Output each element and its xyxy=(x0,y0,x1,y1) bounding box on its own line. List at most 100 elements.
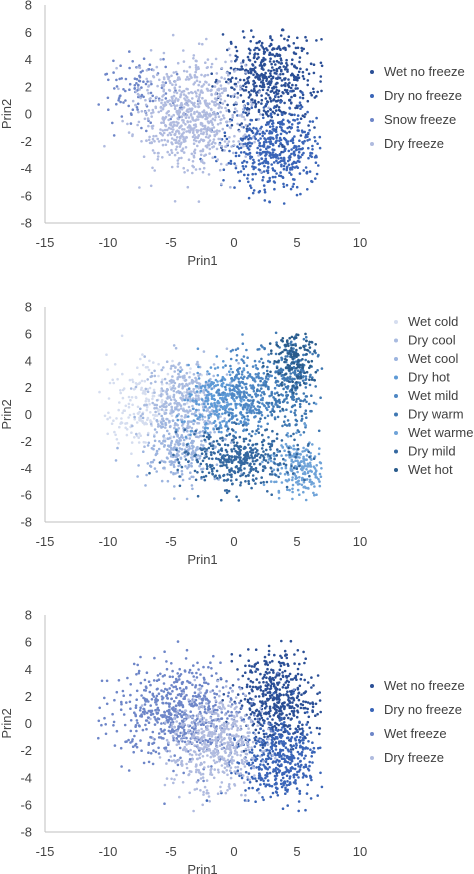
data-point xyxy=(247,134,251,137)
data-point xyxy=(243,159,246,163)
y-tick-label: 4 xyxy=(25,353,32,368)
data-point xyxy=(197,365,200,369)
data-point xyxy=(269,456,273,460)
data-point xyxy=(146,117,150,120)
data-point xyxy=(172,472,175,476)
data-point xyxy=(114,433,117,437)
data-point xyxy=(205,111,208,114)
x-tick-label: 10 xyxy=(353,534,367,549)
data-point xyxy=(290,101,293,104)
data-point xyxy=(245,402,248,406)
data-point xyxy=(283,707,286,711)
data-point xyxy=(227,383,231,387)
data-point xyxy=(307,715,311,719)
data-point xyxy=(187,460,190,464)
data-point xyxy=(282,202,286,205)
data-point xyxy=(165,381,169,385)
data-point xyxy=(143,379,147,383)
data-point xyxy=(231,116,234,119)
data-point xyxy=(251,710,254,714)
data-point xyxy=(173,426,176,430)
data-point xyxy=(257,427,260,431)
data-point xyxy=(180,434,184,437)
data-point xyxy=(207,457,211,460)
data-point xyxy=(175,145,179,149)
data-point xyxy=(235,444,239,448)
data-point xyxy=(272,91,276,95)
data-point xyxy=(302,650,305,654)
data-point xyxy=(264,159,268,163)
data-point xyxy=(176,414,179,418)
data-point xyxy=(285,445,289,448)
data-point xyxy=(231,76,234,80)
data-point xyxy=(238,774,241,778)
data-point xyxy=(265,401,268,405)
data-point xyxy=(210,72,213,75)
data-point xyxy=(280,163,283,167)
data-point xyxy=(237,422,241,426)
data-point xyxy=(242,135,245,138)
data-point xyxy=(264,670,268,674)
data-point xyxy=(279,142,283,145)
data-point xyxy=(141,412,144,416)
data-point xyxy=(290,152,293,156)
data-point xyxy=(287,478,291,481)
data-point xyxy=(259,137,262,140)
data-point xyxy=(223,134,227,138)
data-point xyxy=(275,674,279,677)
data-point xyxy=(178,108,181,111)
data-point xyxy=(284,459,287,462)
data-point xyxy=(309,154,312,157)
data-point xyxy=(167,88,171,92)
data-point xyxy=(149,382,153,385)
data-point xyxy=(287,446,291,450)
data-point xyxy=(194,64,198,67)
data-point xyxy=(182,408,185,411)
data-point xyxy=(291,83,294,87)
data-point xyxy=(202,83,206,86)
data-point xyxy=(163,466,166,470)
data-point xyxy=(258,401,261,405)
data-point xyxy=(242,429,245,433)
data-point xyxy=(251,761,255,765)
data-point xyxy=(291,185,295,188)
data-point xyxy=(295,185,299,189)
data-point xyxy=(215,469,219,473)
data-point xyxy=(311,144,314,148)
data-point xyxy=(273,417,277,421)
data-point xyxy=(112,59,115,63)
data-point xyxy=(312,90,316,94)
data-point xyxy=(160,139,164,142)
data-point xyxy=(173,138,176,142)
y-axis-label: Prin2 xyxy=(0,708,14,738)
data-point xyxy=(314,370,318,374)
data-point xyxy=(159,58,162,61)
data-point xyxy=(225,458,228,462)
data-point xyxy=(239,403,243,407)
data-point xyxy=(192,419,196,422)
data-point xyxy=(305,68,309,71)
data-point xyxy=(284,348,288,352)
data-point xyxy=(285,713,288,717)
data-point xyxy=(169,455,173,458)
data-point xyxy=(275,705,279,709)
data-point xyxy=(307,450,311,454)
data-point xyxy=(293,166,297,169)
data-point xyxy=(267,442,271,446)
data-point xyxy=(277,89,281,93)
data-point xyxy=(224,364,227,367)
data-point xyxy=(287,380,291,383)
data-point xyxy=(139,417,143,420)
data-point xyxy=(162,434,166,437)
data-point xyxy=(279,171,282,174)
data-point xyxy=(188,125,192,129)
data-point xyxy=(215,408,218,411)
data-point xyxy=(300,483,304,487)
data-point xyxy=(306,681,310,684)
data-point xyxy=(184,394,188,397)
data-point xyxy=(155,65,159,69)
data-point xyxy=(277,76,280,79)
data-point xyxy=(207,446,211,450)
data-point xyxy=(316,142,319,145)
data-point xyxy=(296,649,300,652)
